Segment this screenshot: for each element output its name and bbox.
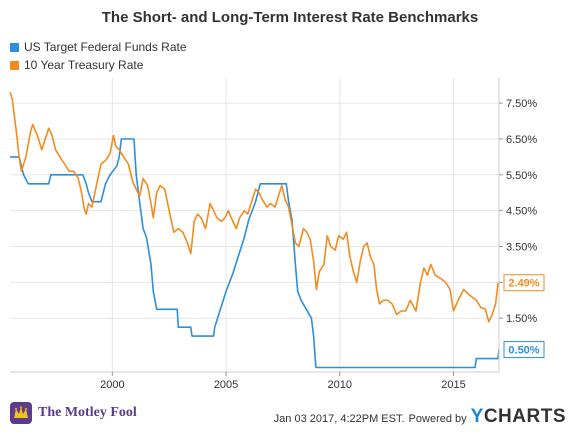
legend-item-fed-funds[interactable]: US Target Federal Funds Rate: [10, 38, 187, 56]
series-lines: [9, 92, 500, 369]
end-label-0: 0.50%: [508, 345, 539, 357]
legend-label-fed-funds: US Target Federal Funds Rate: [24, 40, 187, 54]
y-tick-label: 1.50%: [506, 313, 537, 325]
legend-item-treasury[interactable]: 10 Year Treasury Rate: [10, 56, 187, 74]
timestamp: Jan 03 2017, 4:22PM EST.: [273, 413, 405, 425]
powered-by-text: Powered by: [408, 413, 467, 425]
end-label-box-0: [503, 341, 545, 359]
ycharts-logo[interactable]: YCHARTS: [471, 406, 566, 428]
series-line-0: [10, 138, 500, 369]
series-line-1: [9, 92, 500, 323]
x-tick-label: 2010: [328, 379, 352, 391]
axes: 1.50%2.50%3.50%4.50%5.50%6.50%7.50%20002…: [10, 78, 537, 391]
chart-legend: US Target Federal Funds Rate 10 Year Tre…: [10, 38, 187, 74]
legend-label-treasury: 10 Year Treasury Rate: [24, 58, 144, 72]
y-tick-label: 6.50%: [506, 134, 537, 146]
x-tick-label: 2015: [441, 379, 465, 391]
y-tick-label: 4.50%: [506, 206, 537, 218]
chart-title: The Short- and Long-Term Interest Rate B…: [101, 9, 479, 26]
end-label-box-1: [503, 274, 545, 292]
end-labels: 0.50% 2.49%: [503, 274, 545, 359]
legend-swatch-fed-funds: [10, 42, 19, 52]
jester-hat-icon: [10, 402, 32, 424]
ycharts-rest: CHARTS: [483, 406, 566, 427]
gridlines: [10, 78, 499, 372]
y-tick-label: 7.50%: [506, 98, 537, 110]
x-tick-label: 2000: [100, 379, 124, 391]
x-tick-label: 2005: [214, 379, 238, 391]
motley-fool-text: The Motley Fool: [38, 405, 137, 420]
y-tick-label: 3.50%: [506, 242, 537, 254]
motley-fool-logo: The Motley Fool: [10, 402, 137, 424]
y-tick-label: 5.50%: [506, 170, 537, 182]
chart-footer: Jan 03 2017, 4:22PM EST. Powered by YCHA…: [274, 406, 566, 428]
end-label-1: 2.49%: [508, 278, 539, 290]
ycharts-y: Y: [470, 406, 484, 427]
legend-swatch-treasury: [10, 60, 19, 70]
